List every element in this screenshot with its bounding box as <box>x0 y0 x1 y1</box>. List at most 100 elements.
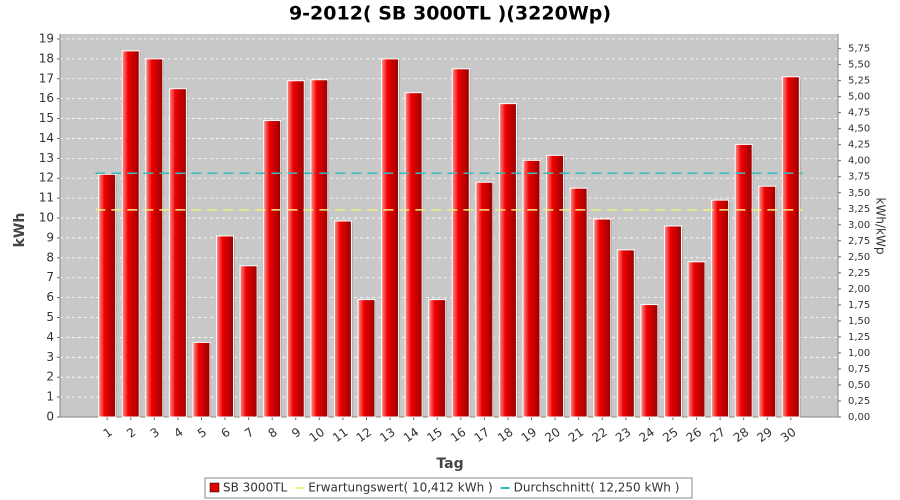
y2-tick-label: 1,00 <box>848 348 870 359</box>
y2-tick-label: 3,50 <box>848 188 870 199</box>
x-axis-title: Tag <box>436 456 463 472</box>
plot-area <box>60 34 838 417</box>
x-tick-label: 22 <box>589 425 610 445</box>
x-tick-label: 9 <box>289 425 303 441</box>
x-tick-label: 12 <box>354 425 375 445</box>
y-tick-label: 8 <box>46 250 54 264</box>
y-tick-label: 19 <box>39 31 54 45</box>
y-tick-label: 11 <box>39 191 54 205</box>
y2-tick-label: 4,50 <box>848 124 870 135</box>
y-tick-label: 2 <box>46 370 54 384</box>
y-tick-label: 18 <box>39 51 54 65</box>
bar <box>216 235 235 418</box>
bar <box>263 120 282 418</box>
y2-axis-title: kWh/kWp <box>874 198 888 255</box>
x-tick-label: 25 <box>660 425 681 445</box>
bar <box>357 299 376 418</box>
bar <box>451 68 470 418</box>
bar <box>522 159 541 418</box>
bar <box>168 88 187 418</box>
legend-label: Erwartungswert( 10,412 kWh ) <box>308 481 492 495</box>
x-tick-label: 2 <box>124 425 138 441</box>
x-tick-label: 11 <box>330 425 351 445</box>
bar <box>428 299 447 418</box>
bar <box>381 58 400 418</box>
bar <box>569 187 588 418</box>
legend-label: Durchschnitt( 12,250 kWh ) <box>514 481 680 495</box>
x-tick-label: 5 <box>195 425 209 441</box>
y-tick-label: 16 <box>39 91 54 105</box>
x-tick-label: 18 <box>495 425 516 445</box>
legend-label: SB 3000TL <box>223 481 288 495</box>
bar <box>333 220 352 418</box>
y-tick-label: 13 <box>39 151 54 165</box>
y2-tick-label: 4,25 <box>848 140 870 151</box>
x-tick-label: 14 <box>401 425 422 445</box>
y-tick-label: 7 <box>46 270 54 284</box>
y2-tick-label: 5,75 <box>848 44 870 55</box>
chart-title: 9-2012( SB 3000TL )(3220Wp) <box>289 3 611 25</box>
bar <box>593 218 612 418</box>
x-tick-label: 28 <box>731 425 752 445</box>
bar <box>734 143 753 418</box>
bar <box>640 304 659 418</box>
x-tick-label: 26 <box>684 425 705 445</box>
y2-tick-label: 0,00 <box>848 412 870 423</box>
bar <box>663 225 682 418</box>
y-tick-label: 4 <box>46 330 54 344</box>
bar <box>121 50 140 418</box>
y-tick-label: 17 <box>39 71 54 85</box>
y2-tick-label: 0,25 <box>848 396 870 407</box>
y-tick-label: 5 <box>46 310 54 324</box>
y-tick-label: 14 <box>39 131 54 145</box>
bar <box>687 261 706 418</box>
y-tick-label: 15 <box>39 111 54 125</box>
y-tick-label: 1 <box>46 390 54 404</box>
y2-tick-label: 2,25 <box>848 268 870 279</box>
y-tick-label: 6 <box>46 290 54 304</box>
bar <box>475 181 494 418</box>
x-tick-label: 29 <box>754 425 775 445</box>
y2-tick-label: 5,00 <box>848 92 870 103</box>
bar <box>711 199 730 418</box>
y-tick-label: 10 <box>39 211 54 225</box>
x-tick-label: 7 <box>242 425 256 441</box>
y2-tick-label: 2,75 <box>848 236 870 247</box>
x-tick-label: 6 <box>218 425 232 441</box>
y-tick-label: 9 <box>46 230 54 244</box>
y2-tick-label: 2,50 <box>848 252 870 263</box>
bar <box>758 185 777 418</box>
bar <box>546 154 565 418</box>
x-tick-label: 19 <box>519 425 540 445</box>
x-tick-label: 27 <box>707 425 728 445</box>
x-tick-label: 8 <box>266 425 280 441</box>
bar <box>498 103 517 418</box>
x-tick-label: 3 <box>148 425 162 441</box>
y-tick-label: 3 <box>46 350 54 364</box>
x-tick-label: 30 <box>778 425 799 445</box>
y2-tick-label: 2,00 <box>848 284 870 295</box>
y2-tick-label: 3,75 <box>848 172 870 183</box>
bar <box>404 92 423 418</box>
bar <box>781 76 800 418</box>
x-tick-label: 24 <box>637 425 658 445</box>
y2-tick-label: 1,25 <box>848 332 870 343</box>
bar <box>286 80 305 418</box>
x-tick-label: 1 <box>101 425 115 441</box>
x-tick-label: 20 <box>542 425 563 445</box>
legend <box>204 477 693 499</box>
bar <box>145 58 164 418</box>
bar <box>192 341 211 418</box>
y-axis-title: kWh <box>12 213 28 248</box>
y2-tick-label: 0,75 <box>848 364 870 375</box>
y2-tick-label: 3,00 <box>848 220 870 231</box>
y-tick-label: 0 <box>46 410 54 424</box>
y2-tick-label: 4,00 <box>848 156 870 167</box>
y2-tick-label: 1,50 <box>848 316 870 327</box>
y2-tick-label: 1,75 <box>848 300 870 311</box>
bar <box>310 79 329 418</box>
y2-tick-label: 3,25 <box>848 204 870 215</box>
x-tick-label: 15 <box>424 425 445 445</box>
